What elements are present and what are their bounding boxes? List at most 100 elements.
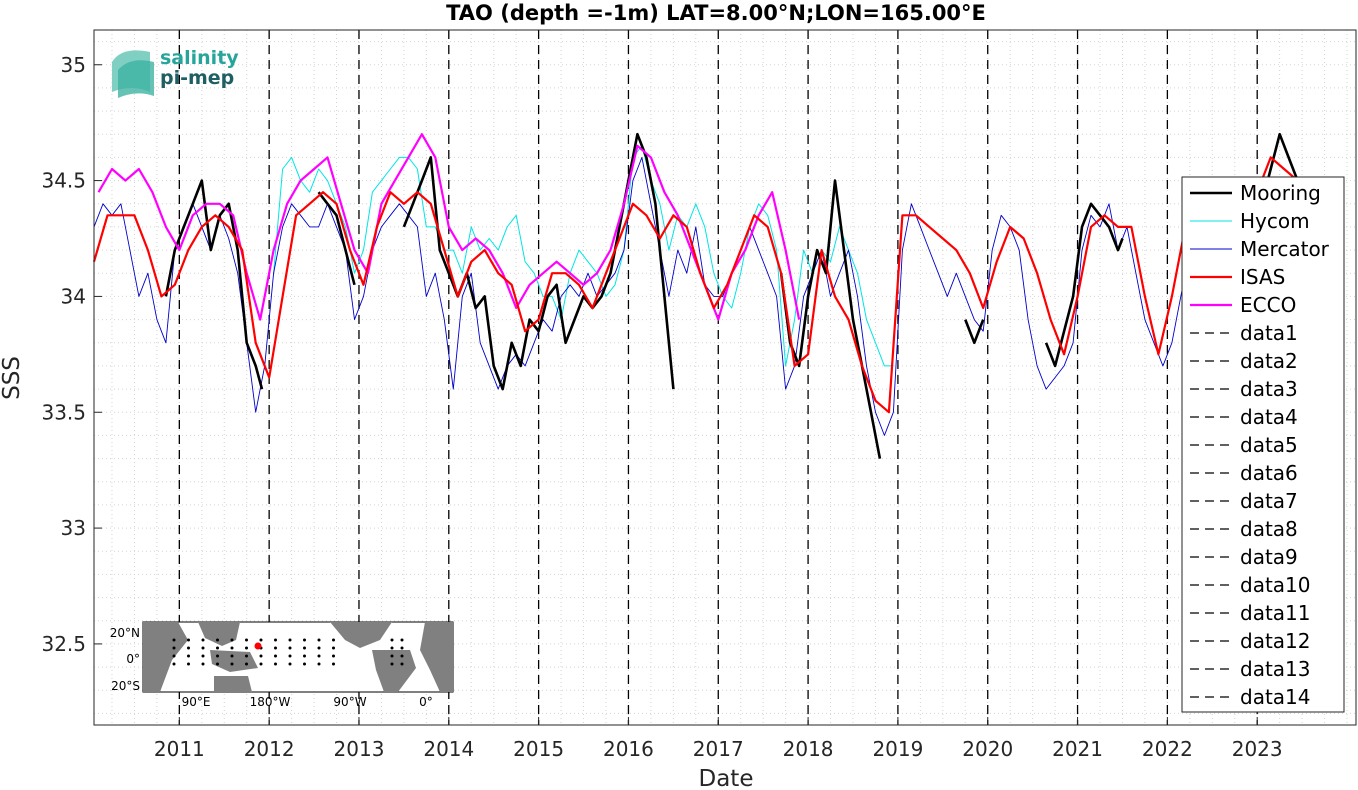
series-layer [92, 132, 1316, 459]
x-tick-label: 2023 [1232, 737, 1283, 761]
y-tick-label: 33.5 [41, 400, 86, 424]
inset-mooring-dot [390, 654, 394, 658]
logo-line1: salinity [160, 47, 239, 69]
inset-mooring-dot [187, 646, 190, 650]
x-tick-label: 2016 [603, 737, 654, 761]
logo-wave-icon-2 [118, 60, 154, 98]
inset-mooring-dot [317, 638, 321, 642]
inset-mooring-dot [400, 654, 404, 658]
legend-label: data6 [1240, 461, 1298, 485]
inset-mooring-dot [332, 638, 335, 642]
series-line-mooring [1044, 202, 1124, 368]
series-line-mooring [964, 319, 985, 345]
x-tick-label: 2012 [244, 737, 295, 761]
inset-mooring-dot [274, 638, 277, 642]
legend-label: data7 [1240, 489, 1298, 513]
legend-label: data2 [1240, 349, 1298, 373]
legend-label: data3 [1240, 377, 1298, 401]
legend-label: data5 [1240, 433, 1298, 457]
legend: Mooring Hycom Mercator ISAS ECCO data1 data2 da… [1181, 176, 1345, 713]
legend-label: ECCO [1240, 293, 1296, 317]
inset-mooring-dot [317, 662, 321, 666]
inset-mooring-dot [390, 662, 394, 666]
inset-mooring-dot [303, 638, 306, 642]
x-tick-label: 2019 [872, 737, 923, 761]
inset-mooring-dot [259, 662, 263, 666]
inset-mooring-dot [245, 646, 248, 650]
inset-map: 20°N 0° 20°S 90°E 180°W 90°W 0° [110, 621, 454, 709]
inset-mooring-dot [172, 638, 176, 642]
inset-mooring-dot [201, 646, 205, 650]
inset-mooring-dot [317, 654, 321, 658]
series-line-mooring [164, 179, 264, 390]
legend-label: Mercator [1240, 237, 1330, 261]
inset-mooring-dot [201, 654, 205, 658]
inset-mooring-dot [288, 662, 292, 666]
inset-mooring-dot [303, 654, 306, 658]
reference-lines [178, 30, 1258, 725]
legend-label: data1 [1240, 321, 1298, 345]
inset-mooring-dot [201, 662, 205, 666]
x-tick-label: 2021 [1052, 737, 1103, 761]
inset-land-australia [214, 676, 252, 692]
x-tick-label: 2022 [1142, 737, 1193, 761]
x-axis-label: Date [699, 766, 754, 790]
inset-mooring-dot [245, 662, 248, 666]
legend-items: Mooring Hycom Mercator ISAS ECCO data1 data2 da… [1190, 181, 1330, 709]
legend-label: data10 [1240, 573, 1311, 597]
x-tick-label: 2017 [693, 737, 744, 761]
legend-label: data8 [1240, 517, 1298, 541]
inset-mooring-dot [390, 638, 394, 642]
legend-label: data14 [1240, 685, 1311, 709]
inset-lat-label: 20°N [110, 626, 140, 640]
inset-land-africa-east [420, 622, 453, 692]
inset-mooring-dot [400, 646, 404, 650]
inset-mooring-dot [230, 654, 234, 658]
inset-mooring-dot [400, 638, 404, 642]
inset-mooring-dot [332, 654, 335, 658]
series-line-isas [92, 191, 1209, 414]
inset-land-central-america [330, 622, 392, 648]
inset-land-south-america [372, 650, 416, 692]
inset-mooring-dot [172, 654, 176, 658]
plot-frame [93, 29, 1357, 726]
y-tick-label: 35 [61, 53, 86, 77]
inset-lon-label: 90°E [182, 695, 211, 709]
inset-lon-label: 180°W [250, 695, 291, 709]
x-tick-label: 2018 [783, 737, 834, 761]
legend-label: data9 [1240, 545, 1298, 569]
series-line-mooring [317, 191, 356, 286]
salinity-pi-mep-logo: salinity pi-mep [112, 47, 239, 98]
logo-line2: pi-mep [160, 67, 234, 89]
legend-label: Mooring [1240, 181, 1321, 205]
inset-mooring-dot [274, 662, 277, 666]
legend-label: data11 [1240, 601, 1311, 625]
legend-label: data4 [1240, 405, 1298, 429]
inset-mooring-dot [245, 654, 248, 658]
inset-land-asia [198, 622, 240, 646]
inset-mooring-dot [274, 646, 277, 650]
inset-mooring-dot [230, 646, 234, 650]
inset-mooring-dot [216, 646, 219, 650]
inset-mooring-dot [259, 654, 263, 658]
inset-location-marker [254, 642, 262, 650]
y-axis-label: SSS [0, 356, 25, 400]
inset-land-africa [143, 622, 188, 692]
inset-mooring-dot [317, 646, 321, 650]
inset-lat-label: 20°S [111, 679, 140, 693]
inset-mooring-dot [187, 654, 190, 658]
legend-label: data12 [1240, 629, 1311, 653]
inset-mooring-dot [288, 638, 292, 642]
y-tick-label: 34 [61, 284, 86, 308]
inset-mooring-dot [400, 662, 404, 666]
y-tick-label: 32.5 [41, 632, 86, 656]
inset-mooring-dot [332, 662, 335, 666]
inset-mooring-dot [216, 662, 219, 666]
inset-mooring-dot [303, 662, 306, 666]
legend-label: ISAS [1240, 265, 1285, 289]
inset-mooring-dot [216, 654, 219, 658]
inset-mooring-dot [288, 654, 292, 658]
legend-label: Hycom [1240, 209, 1310, 233]
x-tick-label: 2015 [513, 737, 564, 761]
